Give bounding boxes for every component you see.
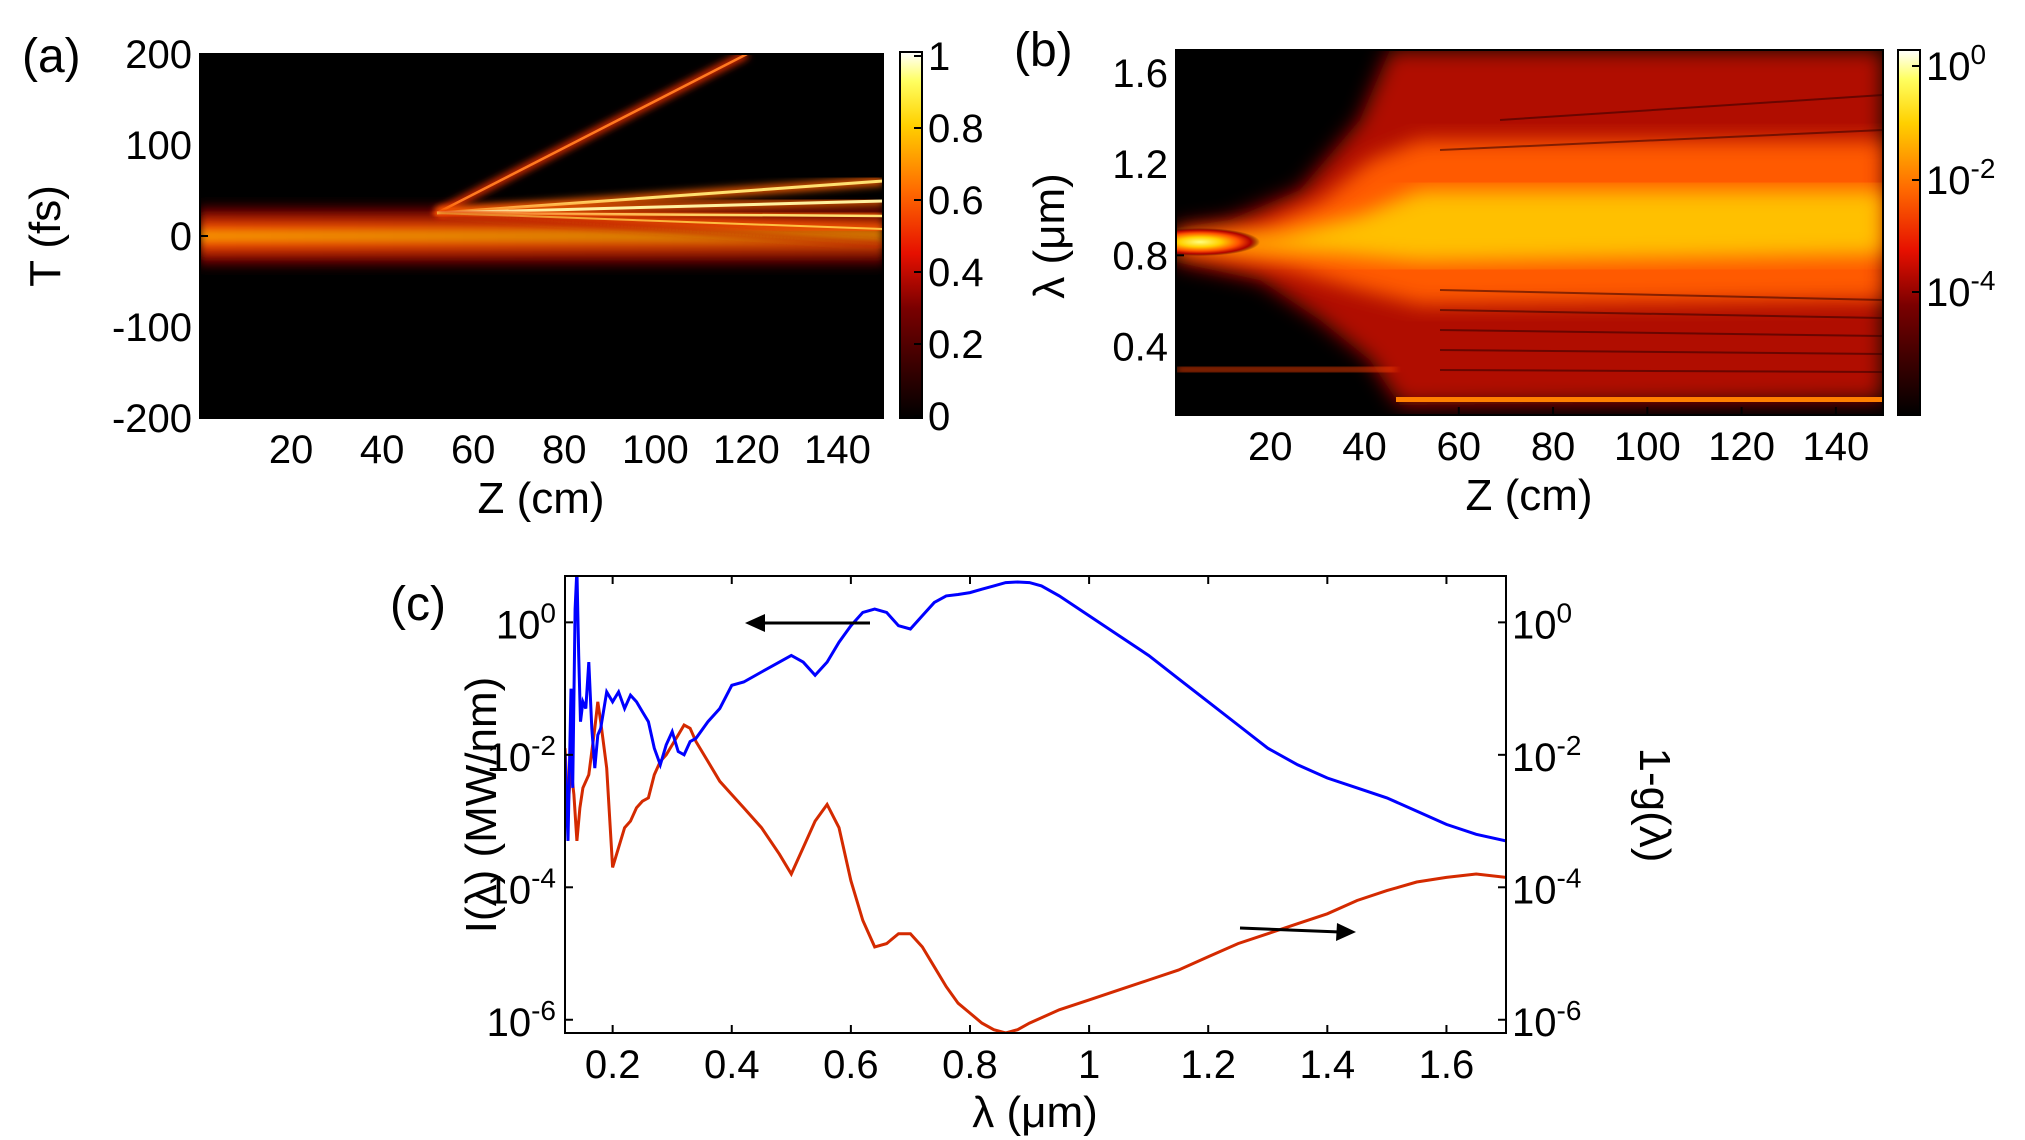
x-tick-label: 80 — [1531, 425, 1576, 469]
panel-c-ylabel-left: I(λ) (MW/nm) — [457, 677, 506, 934]
y-tick-label-right: 100 — [1512, 597, 1572, 647]
x-tick-label: 80 — [542, 428, 587, 472]
right-axis-arrow — [1239, 923, 1356, 941]
y-tick-label: 10-6 — [487, 995, 556, 1045]
panel-a-ylabel: T (fs) — [21, 185, 70, 287]
panel-a-heatmap — [200, 54, 883, 418]
colorbar-tick-label: 0.6 — [928, 179, 984, 223]
uv-edge-band — [1396, 397, 1883, 402]
panel-a-colorbar-ticks: 1 0.8 0.6 0.4 0.2 0 — [914, 35, 984, 439]
panel-b-xlabel: Z (cm) — [1465, 471, 1592, 520]
y-tick-label: -100 — [112, 306, 192, 350]
x-tick-label: 1.2 — [1180, 1043, 1236, 1087]
x-tick-label: 140 — [804, 428, 871, 472]
panel-b-colorbar-ticks: 100 10-2 10-4 — [1912, 39, 1995, 315]
panel-a-label: (a) — [22, 30, 81, 83]
panel-b-colorbar — [1898, 50, 1920, 415]
y-tick-label: 0.8 — [1112, 234, 1168, 278]
colorbar-tick-label: 0 — [928, 395, 950, 439]
colorbar-tick-label: 0.4 — [928, 251, 984, 295]
y-tick-label: -200 — [112, 397, 192, 441]
y-tick-label: 200 — [125, 33, 192, 77]
x-tick-label: 40 — [360, 428, 405, 472]
panel-b-frame — [1175, 49, 1884, 416]
panel-b: (b) 20 40 60 80 100 120 140 1.61.20. — [1014, 24, 1995, 520]
panel-c: (c) 0.2 0.4 0.6 0.8 1 1.2 1.4 1.6 10010-210-410… — [390, 575, 1679, 1137]
panel-a: (a) 20 40 60 80 100 120 140 200 100 0 -100 — [21, 30, 984, 523]
third-harmonic-band — [1176, 367, 1396, 372]
x-tick-label: 100 — [622, 428, 689, 472]
x-tick-label: 0.8 — [942, 1043, 998, 1087]
x-tick-label: 0.4 — [704, 1043, 760, 1087]
x-tick-label: 40 — [1342, 425, 1387, 469]
panel-b-x-ticks: 20 40 60 80 100 120 140 — [1248, 407, 1869, 469]
panel-c-xlabel: λ (μm) — [972, 1088, 1098, 1137]
x-tick-label: 1 — [1078, 1043, 1100, 1087]
x-tick-label: 0.2 — [585, 1043, 641, 1087]
panel-c-x-ticks: 0.2 0.4 0.6 0.8 1 1.2 1.4 1.6 — [585, 576, 1474, 1087]
x-tick-label: 1.4 — [1300, 1043, 1356, 1087]
panel-a-xlabel: Z (cm) — [477, 474, 604, 523]
x-tick-label: 60 — [451, 428, 496, 472]
x-tick-label: 20 — [1248, 425, 1293, 469]
x-tick-label: 1.6 — [1419, 1043, 1475, 1087]
panel-a-colorbar — [900, 52, 922, 418]
panel-b-label: (b) — [1014, 24, 1073, 77]
soliton-tracks — [436, 177, 883, 247]
panel-c-frame — [564, 575, 1507, 1034]
panel-a-y-ticks: 200 100 0 -100 -200 — [112, 33, 208, 441]
x-tick-label: 100 — [1614, 425, 1681, 469]
panel-b-ylabel: λ (μm) — [1025, 173, 1074, 299]
panel-c-label: (c) — [390, 578, 446, 631]
y-tick-label: 100 — [496, 597, 556, 647]
series-1-g-line — [565, 701, 1506, 1033]
y-tick-label: 0 — [170, 215, 192, 259]
series-intensity-line — [565, 576, 1506, 843]
panel-b-heatmap — [1176, 50, 1883, 415]
x-tick-label: 120 — [1708, 425, 1775, 469]
y-tick-label: 1.2 — [1112, 143, 1168, 187]
x-tick-label: 20 — [269, 428, 314, 472]
colorbar-tick-label: 1 — [928, 35, 950, 79]
colorbar-tick-label: 0.8 — [928, 107, 984, 151]
x-tick-label: 140 — [1802, 425, 1869, 469]
panel-b-y-ticks: 1.6 1.2 0.8 0.4 — [1112, 52, 1184, 370]
x-tick-label: 0.6 — [823, 1043, 879, 1087]
y-tick-label-right: 10-4 — [1512, 862, 1581, 912]
colorbar-tick-label: 100 — [1926, 39, 1986, 89]
colorbar-tick-label: 10-4 — [1926, 265, 1995, 315]
x-tick-label: 120 — [713, 428, 780, 472]
y-tick-label: 10-4 — [487, 862, 556, 912]
x-tick-label: 60 — [1437, 425, 1482, 469]
colorbar-tick-label: 0.2 — [928, 323, 984, 367]
y-tick-label-right: 10-2 — [1512, 730, 1581, 780]
pump-band — [1176, 228, 1260, 256]
y-tick-label: 1.6 — [1112, 52, 1168, 96]
y-tick-label-right: 10-6 — [1512, 995, 1581, 1045]
panel-c-ylabel-right: 1-g(λ) — [1630, 748, 1679, 863]
y-tick-label: 100 — [125, 124, 192, 168]
panel-c-right-y-ticks: 100 10-2 10-4 10-6 — [1498, 597, 1581, 1045]
colorbar-tick-label: 10-2 — [1926, 153, 1995, 203]
interference-fringes — [1439, 94, 1883, 373]
y-tick-label: 0.4 — [1112, 326, 1168, 370]
panel-a-x-ticks: 20 40 60 80 100 120 140 — [269, 410, 871, 472]
left-axis-arrow — [745, 614, 870, 632]
